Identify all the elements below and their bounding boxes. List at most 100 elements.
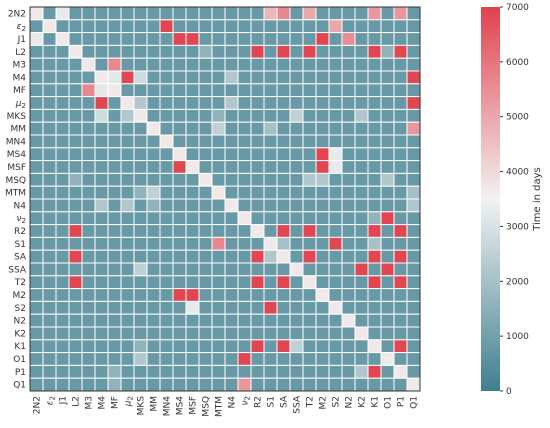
heatmap-cell: [81, 19, 96, 34]
colorbar-tick-label: 3000: [506, 222, 529, 232]
heatmap-cell: [380, 134, 395, 149]
heatmap-cell: [120, 352, 135, 366]
heatmap-cell: [172, 19, 187, 34]
heatmap-cell: [315, 83, 330, 98]
heatmap-cell: [185, 352, 200, 366]
heatmap-cell: [315, 262, 330, 277]
heatmap-cell: [380, 172, 395, 187]
heatmap-cell: [146, 70, 161, 85]
heatmap-cell: [107, 147, 122, 162]
heatmap-cell: [68, 236, 83, 251]
heatmap-cell: [289, 326, 304, 341]
heatmap-cell: [224, 288, 239, 302]
heatmap-cell: [29, 44, 44, 59]
heatmap-cell: [172, 288, 187, 302]
heatmap-cell: [68, 377, 83, 392]
heatmap-cell: [29, 83, 44, 98]
heatmap-cell: [250, 364, 265, 379]
heatmap-cell: [380, 211, 395, 226]
heatmap-cell: [211, 364, 226, 379]
heatmap-cell: [341, 249, 356, 264]
heatmap-cell: [406, 352, 421, 366]
heatmap-cell: [42, 70, 57, 85]
heatmap-cell: [185, 300, 200, 315]
heatmap-cell: [81, 211, 96, 226]
heatmap-cell: [328, 313, 343, 328]
heatmap-cell: [42, 236, 57, 251]
heatmap-cell: [302, 224, 317, 238]
heatmap-cell: [237, 19, 252, 34]
heatmap-cell: [68, 288, 83, 302]
heatmap-cell: [81, 172, 96, 187]
heatmap-cell: [237, 288, 252, 302]
heatmap-cell: [393, 262, 408, 277]
heatmap-cell: [185, 262, 200, 277]
heatmap-cell: [354, 211, 369, 226]
heatmap-cell: [328, 275, 343, 290]
heatmap-cell: [367, 83, 382, 98]
heatmap-cells: [29, 6, 421, 392]
heatmap-cell: [263, 352, 278, 366]
heatmap-cell: [237, 83, 252, 98]
heatmap-cell: [172, 364, 187, 379]
heatmap-cell: [289, 134, 304, 149]
y-tick-label: 2N2: [8, 9, 26, 19]
heatmap-cell: [237, 108, 252, 123]
heatmap-cell: [133, 339, 148, 354]
heatmap-cell: [55, 249, 70, 264]
heatmap-cell: [133, 377, 148, 392]
heatmap-cell: [224, 160, 239, 174]
x-tick-label: Q1: [410, 396, 420, 409]
heatmap-cell: [406, 70, 421, 85]
heatmap-cell: [250, 6, 265, 21]
heatmap-cell: [198, 339, 213, 354]
heatmap-cell: [315, 57, 330, 72]
heatmap-cell: [250, 108, 265, 123]
heatmap-cell: [315, 300, 330, 315]
heatmap-cell: [237, 313, 252, 328]
heatmap-cell: [211, 236, 226, 251]
heatmap-cell: [146, 198, 161, 213]
heatmap-cell: [341, 275, 356, 290]
heatmap-cell: [185, 6, 200, 21]
heatmap-cell: [263, 364, 278, 379]
heatmap-cell: [211, 313, 226, 328]
y-tick-label: P1: [15, 368, 26, 378]
y-tick-label: MKS: [7, 112, 27, 122]
heatmap-cell: [380, 121, 395, 136]
heatmap-cell: [237, 6, 252, 21]
heatmap-cell: [211, 96, 226, 110]
heatmap-cell: [94, 121, 109, 136]
heatmap-cell: [406, 313, 421, 328]
heatmap-cell: [354, 364, 369, 379]
heatmap-cell: [198, 352, 213, 366]
heatmap-cell: [315, 108, 330, 123]
heatmap-cell: [367, 70, 382, 85]
heatmap-cell: [107, 339, 122, 354]
heatmap-cell: [198, 6, 213, 21]
heatmap-cell: [302, 300, 317, 315]
x-tick-label: MF: [111, 396, 121, 409]
x-tick-label: O1: [384, 396, 394, 409]
heatmap-cell: [68, 32, 83, 46]
heatmap-cell: [107, 57, 122, 72]
heatmap-cell: [276, 147, 291, 162]
heatmap-cell: [94, 300, 109, 315]
heatmap-cell: [146, 249, 161, 264]
heatmap-cell: [81, 339, 96, 354]
heatmap-cell: [29, 249, 44, 264]
heatmap-cell: [289, 300, 304, 315]
heatmap-cell: [81, 326, 96, 341]
heatmap-cell: [94, 44, 109, 59]
x-tick-label: K2: [358, 396, 368, 408]
heatmap-cell: [198, 275, 213, 290]
heatmap-cell: [107, 185, 122, 200]
heatmap-cell: [315, 224, 330, 238]
heatmap-cell: [198, 185, 213, 200]
heatmap-cell: [302, 352, 317, 366]
heatmap-cell: [328, 57, 343, 72]
y-tick-label: N2: [14, 317, 26, 327]
heatmap-cell: [406, 364, 421, 379]
heatmap-cell: [29, 262, 44, 277]
heatmap-cell: [29, 108, 44, 123]
